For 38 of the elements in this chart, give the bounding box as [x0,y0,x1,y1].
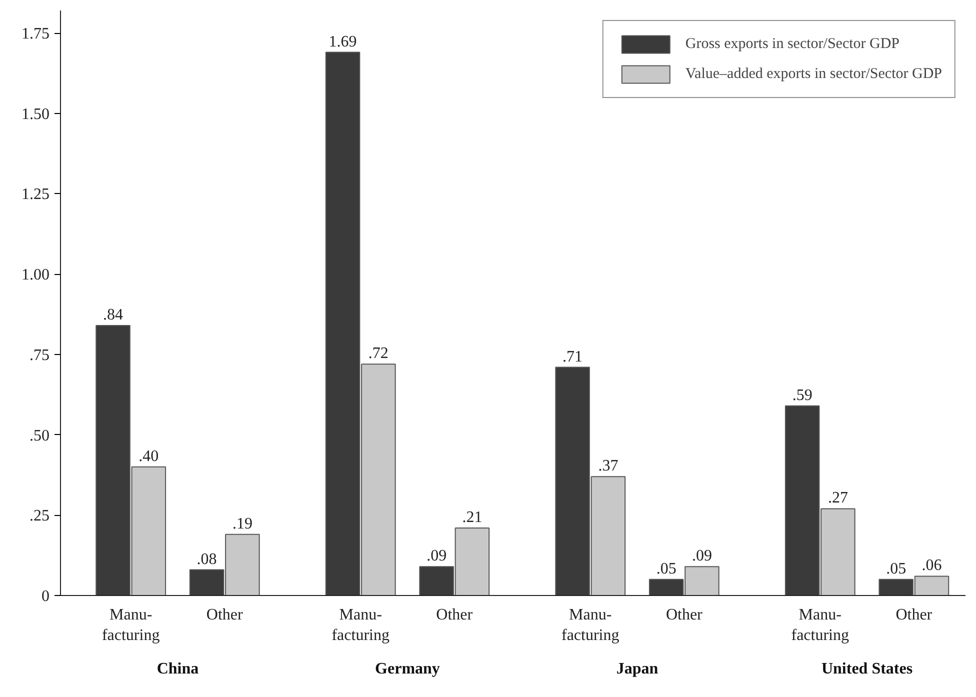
y-tick-label: .50 [30,427,50,444]
data-label: .19 [232,515,252,532]
data-label: .72 [368,345,388,362]
x-tick-label: Other [896,606,933,624]
data-label: .06 [922,557,942,574]
data-label: .08 [196,550,217,568]
y-tick-label: .75 [30,346,50,364]
x-tick-label: Manu- facturing [561,606,620,644]
data-label: 1.69 [328,33,357,50]
text: Japan [616,660,658,678]
data-label: .09 [692,548,712,565]
x-tick-label: Other [666,606,704,624]
legend-label: Gross exports in sector/Sector GDP [685,36,900,52]
data-label: .05 [886,560,906,578]
data-label: .27 [828,490,848,507]
y-tick-label: 0 [42,588,50,605]
data-label: .84 [103,306,124,324]
x-tick-label: Other [206,606,244,624]
text: China [156,660,199,678]
data-label: .05 [656,560,676,578]
y-tick-label: 1.75 [22,26,50,42]
text: Germany [375,660,440,678]
y-tick-label: 1.25 [22,186,50,204]
data-label: .59 [792,386,812,404]
y-tick-label: .25 [30,508,50,525]
y-tick-label: 1.50 [22,106,50,123]
x-tick-label: Manu- facturing [332,606,390,644]
x-tick-label: Other [436,606,474,624]
data-label: .21 [462,509,482,526]
y-tick-label: 1.00 [22,266,50,284]
x-tick-label: Manu- facturing [791,606,850,644]
text: United States [821,660,913,678]
legend-label: Value–added exports in sector/Sector GDP [685,66,942,82]
data-label: .71 [562,348,583,366]
x-tick-label: Manu- facturing [102,606,160,644]
data-label: .40 [138,448,159,465]
data-label: .09 [426,548,447,565]
data-label: .37 [598,458,618,475]
